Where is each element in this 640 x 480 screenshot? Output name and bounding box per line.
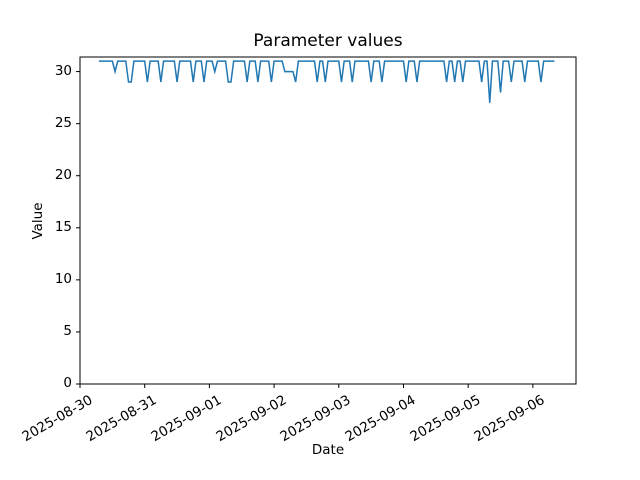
- y-tick-label: 25: [54, 114, 72, 131]
- y-tick-label: 30: [54, 62, 72, 79]
- axes-spines: [79, 56, 577, 385]
- y-tick-label: 15: [54, 218, 72, 235]
- y-tick-label: 10: [54, 270, 72, 287]
- chart-title: Parameter values: [253, 31, 403, 51]
- y-tick-label: 0: [63, 375, 72, 391]
- y-tick-label: 5: [63, 322, 72, 339]
- y-tick-label: 20: [54, 166, 72, 183]
- data-line-parameter: [98, 60, 555, 103]
- x-axis-label: Date: [311, 442, 345, 458]
